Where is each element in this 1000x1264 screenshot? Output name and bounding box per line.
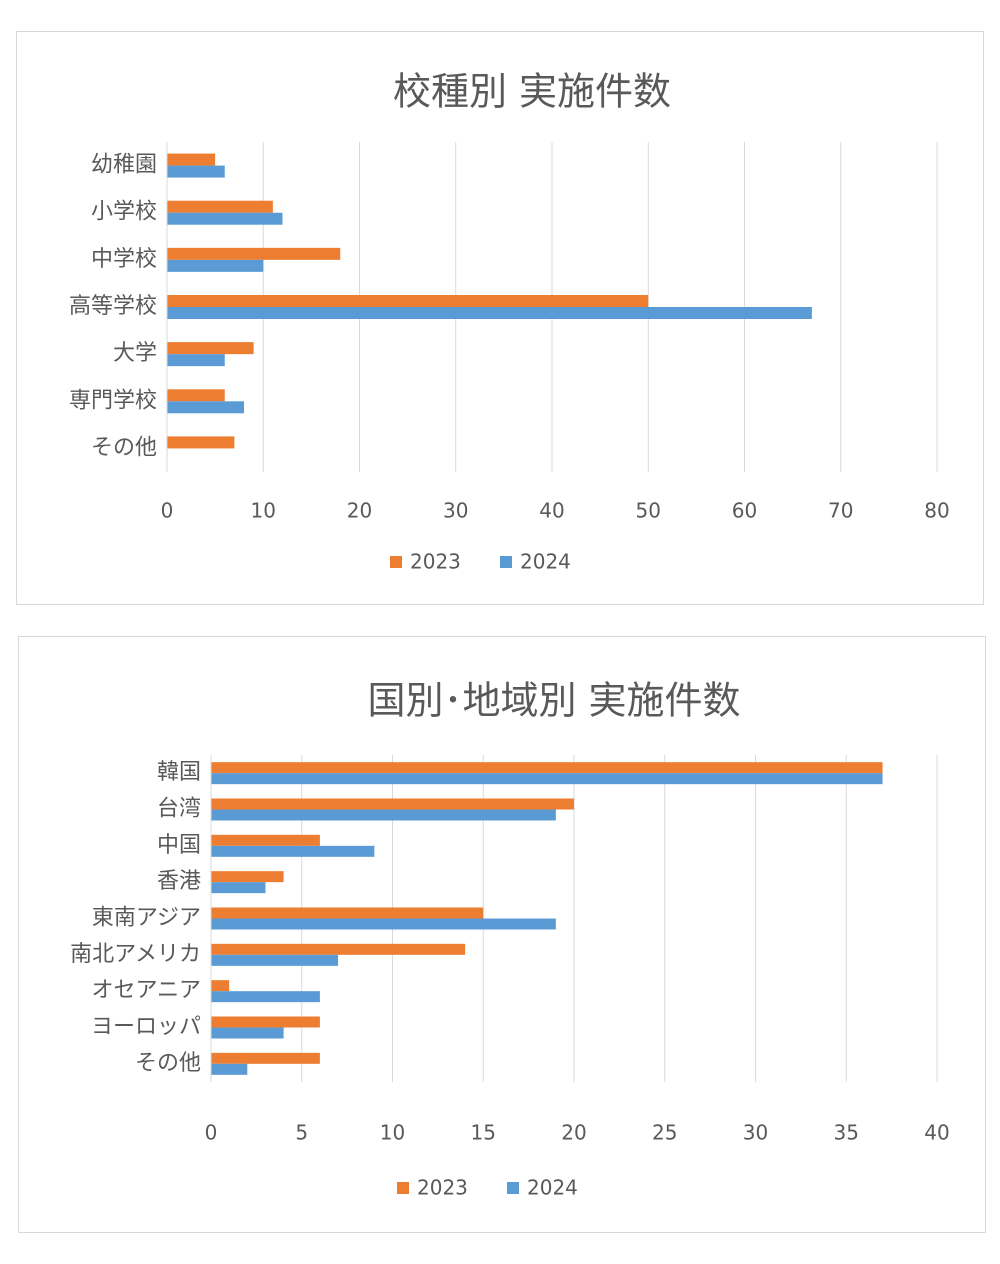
x-tick-label: 35	[834, 1121, 859, 1145]
bar-2023	[211, 762, 883, 774]
legend-swatch-2024	[507, 1182, 519, 1194]
bar-2024	[211, 1027, 284, 1039]
x-tick-label: 30	[743, 1121, 768, 1145]
bar-2024	[211, 773, 883, 785]
bar-2024	[167, 165, 225, 178]
bar-2023	[211, 871, 284, 883]
bar-2023	[167, 247, 341, 260]
bar-2023	[167, 342, 254, 355]
x-tick-label: 80	[924, 499, 949, 523]
bar-2024	[167, 354, 225, 367]
x-tick-label: 40	[924, 1121, 949, 1145]
bar-2023	[211, 798, 574, 810]
category-label: 台湾	[157, 797, 201, 822]
bar-2023	[211, 834, 320, 846]
bar-2024	[167, 212, 283, 225]
x-tick-label: 40	[539, 499, 564, 523]
category-label: ヨーロッパ	[91, 1015, 201, 1040]
chart-title: 国別･地域別 実施件数	[367, 679, 740, 723]
bar-2023	[211, 943, 466, 955]
category-label: 香港	[157, 869, 201, 894]
category-label: 小学校	[91, 200, 157, 225]
category-label: 高等学校	[69, 294, 157, 319]
x-tick-label: 60	[732, 499, 757, 523]
x-tick-label: 0	[161, 499, 174, 523]
chart-title: 校種別 実施件数	[393, 70, 671, 114]
bar-2023	[167, 389, 225, 402]
category-label: 東南アジア	[92, 906, 201, 931]
legend-swatch-2024	[500, 556, 512, 568]
bar-2023	[211, 1052, 320, 1064]
category-label: 大学	[113, 341, 157, 366]
legend-label-2023: 2023	[417, 1176, 468, 1200]
bar-2024	[211, 882, 266, 894]
chart-school-type: 校種別 実施件数 0 10 20 30 40 50 60 70 80 幼稚園小学校中学校高等学校大学…	[69, 70, 950, 574]
x-tick-label: 15	[471, 1121, 496, 1145]
bar-2024	[167, 307, 812, 319]
x-tick-label: 10	[251, 499, 276, 523]
legend-label-2023: 2023	[410, 550, 461, 574]
x-tick-label: 10	[380, 1121, 405, 1145]
x-tick-label: 50	[636, 499, 661, 523]
bar-2023	[211, 907, 484, 919]
legend-label-2024: 2024	[520, 550, 571, 574]
x-tick-label: 25	[652, 1121, 677, 1145]
category-label: 韓国	[157, 760, 201, 785]
chart-panel-school-type: 校種別 実施件数 0 10 20 30 40 50 60 70 80 幼稚園小学校中学校高等学校大学…	[16, 31, 984, 605]
bar-2023	[167, 295, 649, 307]
bar-2023	[167, 153, 216, 166]
x-tick-label: 30	[443, 499, 468, 523]
bar-2024	[211, 809, 556, 821]
legend-swatch-2023	[397, 1182, 409, 1194]
category-label: 専門学校	[69, 388, 157, 413]
category-label: 中学校	[91, 247, 157, 272]
bar-2023	[167, 436, 235, 449]
bar-2024	[167, 259, 264, 272]
bar-2024	[211, 991, 320, 1003]
category-label: その他	[135, 1051, 201, 1076]
legend-swatch-2023	[390, 556, 402, 568]
legend: 2023 2024	[397, 1176, 578, 1200]
bar-2023	[167, 200, 273, 213]
bar-2024	[211, 918, 556, 930]
x-tick-label: 0	[205, 1121, 218, 1145]
category-label: 幼稚園	[91, 153, 157, 178]
bar-2024	[211, 845, 375, 857]
legend: 2023 2024	[390, 550, 571, 574]
bar-2024	[167, 401, 244, 414]
legend-label-2024: 2024	[527, 1176, 578, 1200]
chart-region: 国別･地域別 実施件数 0 5 10 15 20 25 30 35 40 韓国台湾中国香港東南アジア…	[70, 679, 950, 1200]
x-tick-label: 20	[347, 499, 372, 523]
x-tick-label: 20	[561, 1121, 586, 1145]
bar-2024	[211, 1063, 248, 1075]
bar-2023	[211, 980, 230, 992]
chart-panel-region: 国別･地域別 実施件数 0 5 10 15 20 25 30 35 40 韓国台湾中国香港東南アジア…	[18, 636, 986, 1233]
category-label: 中国	[157, 833, 201, 858]
bar-2023	[211, 1016, 320, 1028]
category-label: オセアニア	[91, 978, 201, 1003]
x-tick-label: 70	[828, 499, 853, 523]
x-tick-label: 5	[295, 1121, 308, 1145]
bar-2024	[211, 954, 339, 966]
category-label: 南北アメリカ	[70, 942, 201, 967]
category-label: その他	[91, 435, 157, 460]
